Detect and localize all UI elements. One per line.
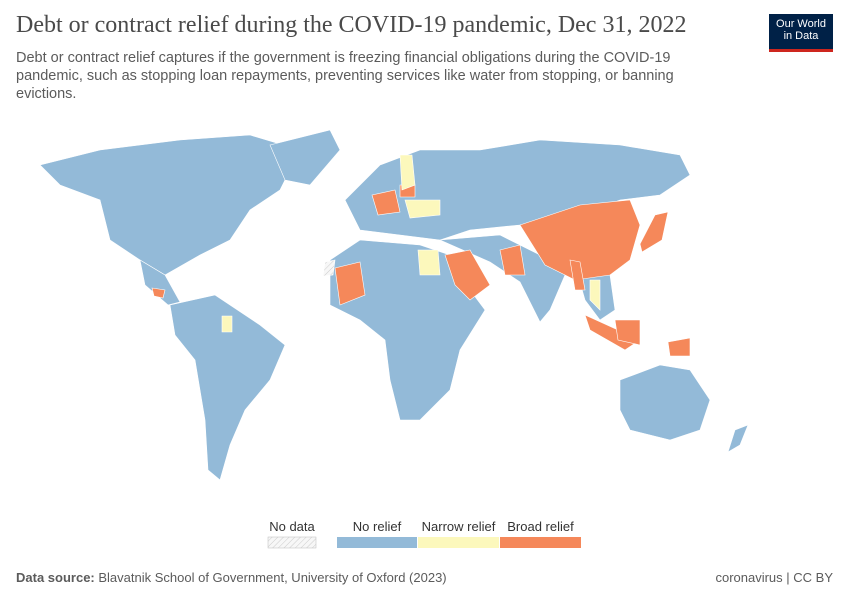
myanmar <box>569 259 586 291</box>
thailand <box>589 279 601 311</box>
legend-swatch <box>267 536 317 549</box>
legend-label: No relief <box>353 519 402 534</box>
ukraine <box>404 199 441 219</box>
greenland <box>269 129 341 186</box>
source-text: Blavatnik School of Government, Universi… <box>98 570 447 585</box>
legend-label: Broad relief <box>507 519 574 534</box>
egypt <box>417 249 441 276</box>
legend: No data No relief Narrow relief Broad relie… <box>267 519 581 549</box>
legend-swatch <box>337 537 417 548</box>
central-america <box>139 259 181 306</box>
pakistan <box>499 244 526 276</box>
papua <box>667 337 691 357</box>
footer-links[interactable]: coronavirus | CC BY <box>715 570 833 585</box>
logo-line: in Data <box>783 30 819 42</box>
central-europe <box>371 189 401 216</box>
source: Data source: Blavatnik School of Governm… <box>16 570 447 585</box>
saudi-arabia <box>444 249 491 301</box>
china <box>519 199 641 281</box>
borneo <box>614 319 641 346</box>
legend-label: No data <box>269 519 315 534</box>
countries <box>39 129 749 481</box>
new-zealand <box>727 424 749 453</box>
subtitle: Debt or contract relief captures if the … <box>16 50 674 102</box>
legend-label: Narrow relief <box>422 519 496 534</box>
logo-line: Our World <box>776 18 826 30</box>
source-label: Data source: <box>16 570 95 585</box>
western-sahara <box>322 259 336 277</box>
south-america <box>169 294 286 481</box>
south-asia <box>439 234 566 323</box>
legend-swatch <box>418 537 499 548</box>
japan <box>639 211 669 253</box>
honduras <box>151 287 166 299</box>
title: Debt or contract relief during the COVID… <box>16 12 687 38</box>
logo[interactable]: Our World in Data <box>769 14 833 52</box>
legend-swatch <box>500 537 581 548</box>
north-america <box>39 134 301 276</box>
finland <box>399 154 416 191</box>
mali <box>334 261 366 306</box>
africa <box>329 239 486 421</box>
australia <box>619 364 711 441</box>
guyana <box>221 315 233 333</box>
